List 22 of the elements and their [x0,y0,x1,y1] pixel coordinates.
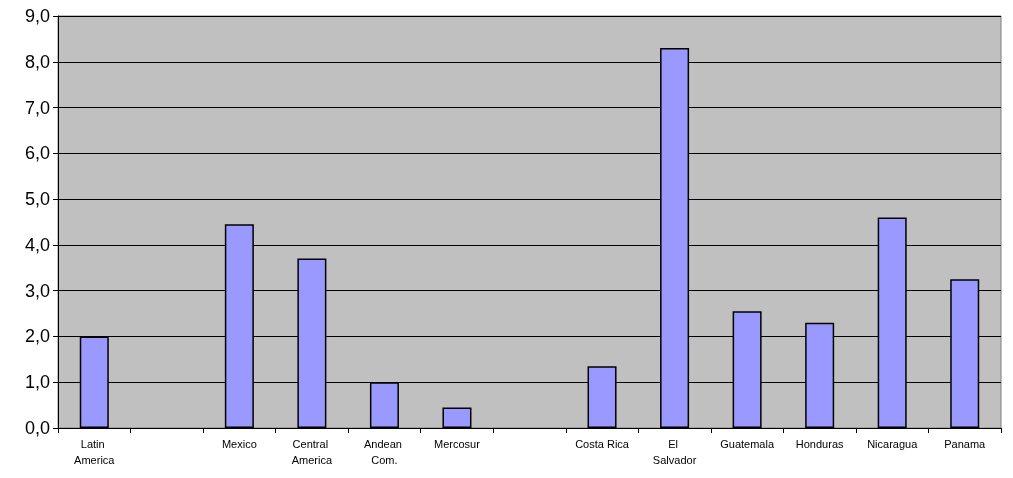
y-tick-label: 3,0 [24,280,50,301]
y-tick-label: 2,0 [24,326,50,347]
x-tick-label: Andean Com. [363,438,405,466]
y-tick-label: 0,0 [24,418,50,438]
x-tick-label: Nicaragua [867,438,919,450]
y-tick-label: 5,0 [24,189,50,210]
y-tick-label: 4,0 [24,234,50,255]
bar [442,407,472,428]
x-tick-label: Panama [944,438,987,450]
y-tick-label: 8,0 [24,51,50,72]
y-tick-label: 6,0 [24,143,50,164]
y-tick-label: 1,0 [24,372,50,393]
x-tick-label: Mexico [221,438,257,450]
y-tick-label: 7,0 [24,97,50,118]
x-tick-label: Latin America [74,438,116,466]
x-tick-label: Guatemala [720,438,775,450]
x-tick-label: Mercosur [434,438,481,450]
x-tick-label: Honduras [795,438,844,450]
x-tick-label: Costa Rica [575,438,630,450]
y-tick-label: 9,0 [24,6,50,26]
x-tick-label: Central America [291,438,333,466]
x-tick-label: El Salvador [652,438,697,466]
